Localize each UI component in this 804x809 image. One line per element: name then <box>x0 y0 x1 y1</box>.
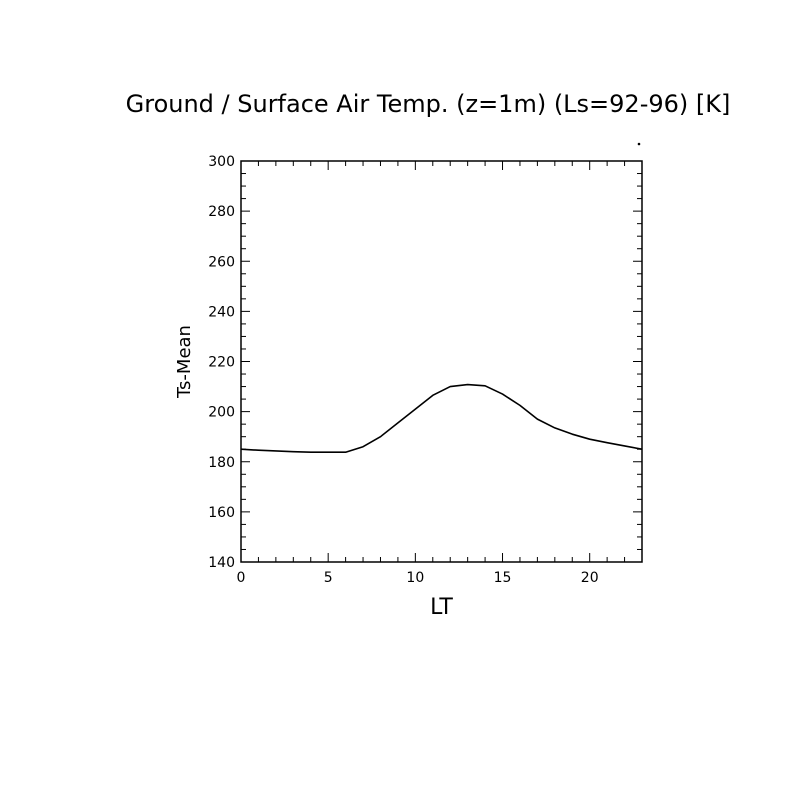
y-axis-label: Ts-Mean <box>174 325 195 399</box>
y-tick-label: 200 <box>208 405 235 421</box>
y-tick-label: 220 <box>208 355 235 371</box>
x-axis: 0 5 10 15 20 <box>237 161 643 586</box>
y-tick-label: 240 <box>208 304 235 320</box>
x-tick-label: 20 <box>581 570 599 586</box>
plot-frame <box>240 160 643 563</box>
series-line <box>240 383 643 454</box>
y-tick-label: 160 <box>208 505 235 521</box>
y-tick-label: 180 <box>208 455 235 471</box>
y-tick-label: 140 <box>208 555 235 571</box>
x-axis-label: LT <box>430 595 453 620</box>
x-tick-label: 0 <box>237 570 246 586</box>
marker-dot <box>637 142 641 146</box>
y-tick-label: 300 <box>208 154 235 170</box>
x-tick-label: 15 <box>494 570 512 586</box>
y-axis: 140 160 180 200 220 240 260 280 300 <box>208 154 642 571</box>
x-tick-label: 5 <box>324 570 333 586</box>
y-tick-label: 280 <box>208 204 235 220</box>
x-tick-label: 10 <box>406 570 424 586</box>
y-tick-label: 260 <box>208 254 235 270</box>
chart-title: Ground / Surface Air Temp. (z=1m) (Ls=92… <box>126 90 731 118</box>
series-layer <box>240 383 643 454</box>
